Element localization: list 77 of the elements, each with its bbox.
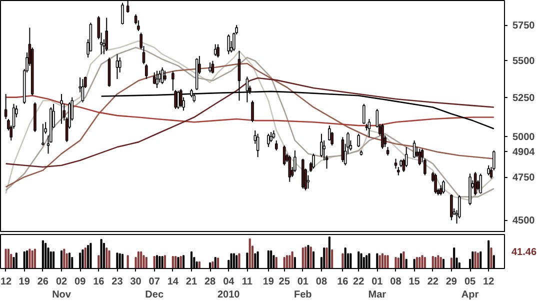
candlestick	[487, 164, 490, 176]
candlestick	[251, 100, 254, 123]
candlestick	[362, 103, 366, 124]
candlestick	[160, 66, 164, 85]
x-tick-label: 11	[242, 276, 253, 288]
x-tick-label: 14	[167, 276, 179, 288]
y-tick-label: 5000	[512, 132, 536, 143]
x-tick-label: 26	[37, 276, 49, 288]
candlestick	[357, 133, 360, 148]
candlestick	[145, 64, 148, 80]
x-tick-label: 22	[427, 276, 439, 288]
candlestick	[412, 140, 416, 158]
x-tick-label: 02 Nov	[52, 276, 72, 301]
candlestick	[105, 17, 108, 52]
candlestick	[4, 93, 8, 120]
x-tick-label: 25	[278, 276, 290, 288]
y-tick-label: 4500	[512, 216, 536, 227]
candlestick	[434, 173, 437, 194]
x-tick-label: 12	[483, 276, 495, 288]
x-tick-label: 15	[408, 276, 420, 288]
candlestick	[312, 153, 315, 170]
candlestick	[288, 154, 292, 182]
x-tick-label: 16	[337, 276, 349, 288]
candlestick	[164, 70, 166, 82]
x-tick-label: 30	[130, 276, 142, 288]
candlestick	[282, 144, 286, 166]
x-tick-label: 07 Dec	[145, 276, 164, 301]
candlestick	[439, 184, 442, 196]
candlestick	[156, 70, 158, 88]
y-tick-label: 5750	[512, 20, 536, 32]
y-tick-label: 4750	[512, 172, 536, 184]
candlestick	[341, 136, 344, 163]
candlestick	[256, 133, 260, 158]
x-tick-label: 04 2010	[218, 276, 240, 301]
candlestick	[394, 158, 398, 170]
candlestick	[450, 194, 453, 221]
x-tick-label: 09	[74, 276, 86, 288]
candlestick	[368, 118, 371, 138]
candlestick	[479, 173, 482, 194]
x-tick-label: 28	[204, 276, 216, 288]
x-tick-label: 22	[353, 276, 365, 288]
x-tick-label: 16	[93, 276, 105, 288]
x-tick-label: 12	[0, 276, 12, 288]
candlestick	[208, 62, 212, 73]
candlestick	[270, 132, 272, 143]
x-tick-label: 05 Apr	[461, 276, 479, 301]
x-tick-label: 08	[390, 276, 402, 288]
y-tick-label: 4904	[512, 147, 536, 158]
candlestick	[176, 90, 180, 110]
y-tick-label: 5500	[512, 56, 536, 67]
x-tick-label: 01 Feb	[294, 276, 312, 301]
candlestick	[118, 57, 122, 73]
candlestick	[60, 93, 63, 124]
x-tick-label: 19	[18, 276, 30, 288]
candlestick	[381, 123, 384, 150]
candlestick	[216, 44, 220, 58]
y-tick-label: 5250	[512, 92, 536, 104]
x-tick-label: 23	[112, 276, 124, 288]
candlestick	[442, 180, 445, 194]
x-tick-label: 29	[446, 276, 458, 288]
candlestick	[42, 123, 44, 146]
x-tick-label: 21	[186, 276, 198, 288]
line-series	[5, 77, 495, 168]
candlestick	[274, 140, 278, 151]
x-tick-label: 01 Mar	[368, 276, 386, 301]
text: 41.46	[512, 247, 537, 258]
candlestick	[116, 54, 119, 80]
candlestick	[121, 2, 124, 25]
x-tick-label: 19	[262, 276, 274, 288]
candlestick	[227, 34, 230, 55]
candlestick	[211, 60, 214, 74]
candlestick	[474, 171, 477, 196]
candlestick	[418, 148, 422, 166]
candlestick	[320, 133, 323, 158]
candlestick	[81, 78, 84, 103]
candlestick	[267, 133, 270, 148]
x-tick-label: 08	[316, 276, 328, 288]
